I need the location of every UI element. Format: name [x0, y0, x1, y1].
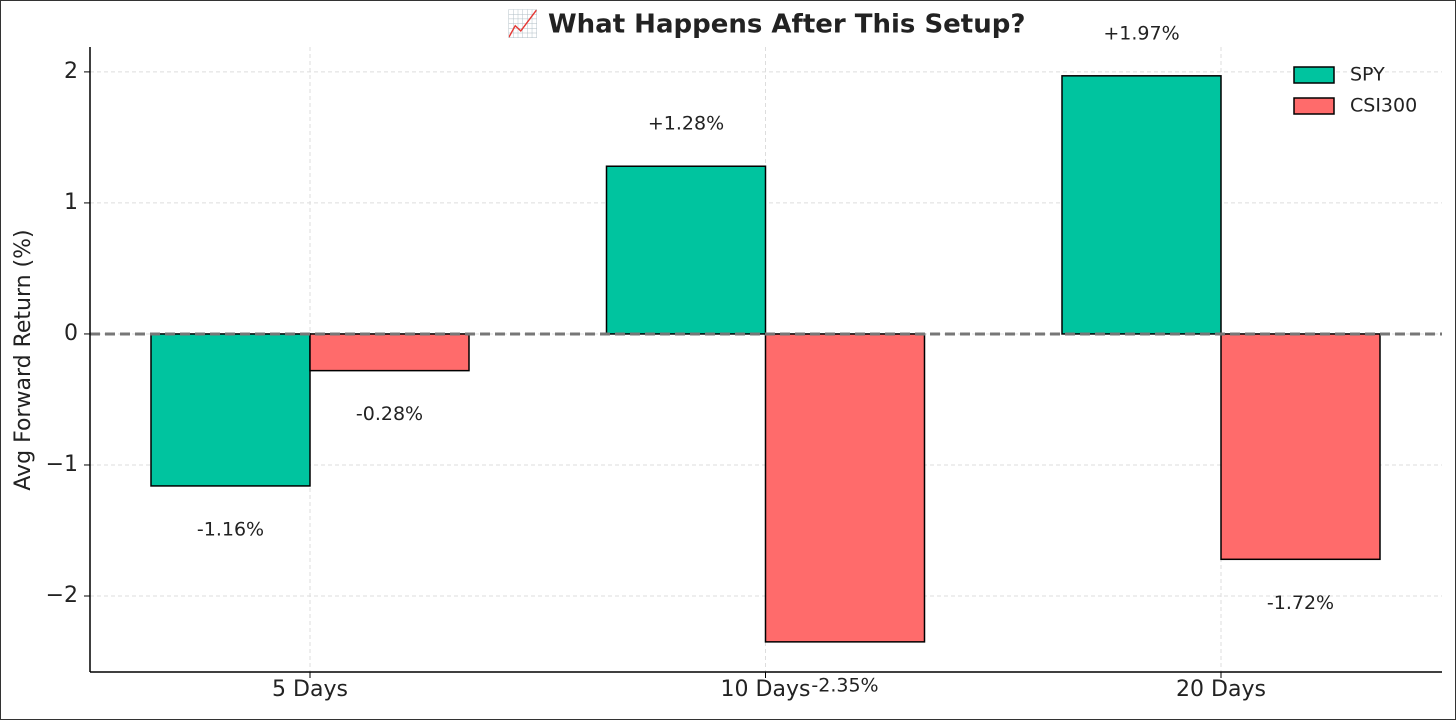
bar	[309, 333, 470, 372]
y-tick-label: 2	[64, 59, 78, 84]
x-tick-label: 20 Days	[1176, 677, 1266, 702]
value-label: +1.28%	[648, 113, 724, 135]
y-tick-label: 0	[64, 321, 78, 346]
value-label: -2.35%	[811, 674, 878, 696]
y-axis-label: Avg Forward Return (%)	[11, 229, 36, 490]
value-label: -1.16%	[197, 518, 264, 540]
x-tick-label: 5 Days	[272, 677, 348, 702]
chart-title: 📈 What Happens After This Setup?	[507, 9, 1026, 40]
legend-label: CSI300	[1350, 95, 1417, 117]
legend-label: SPY	[1350, 64, 1385, 86]
y-tick-label: −1	[46, 452, 78, 477]
bar	[764, 333, 926, 643]
y-tick-label: 1	[64, 190, 78, 215]
y-tick-label: −2	[46, 583, 78, 608]
legend-swatch	[1293, 97, 1335, 115]
bar	[1061, 75, 1222, 335]
legend-swatch	[1293, 66, 1335, 84]
value-label: -0.28%	[356, 403, 423, 425]
value-label: -1.72%	[1267, 592, 1334, 614]
bar	[150, 333, 311, 487]
x-tick-label: 10 Days	[721, 677, 811, 702]
bar	[1220, 333, 1381, 561]
bar	[605, 165, 767, 335]
value-label: +1.97%	[1103, 22, 1179, 44]
